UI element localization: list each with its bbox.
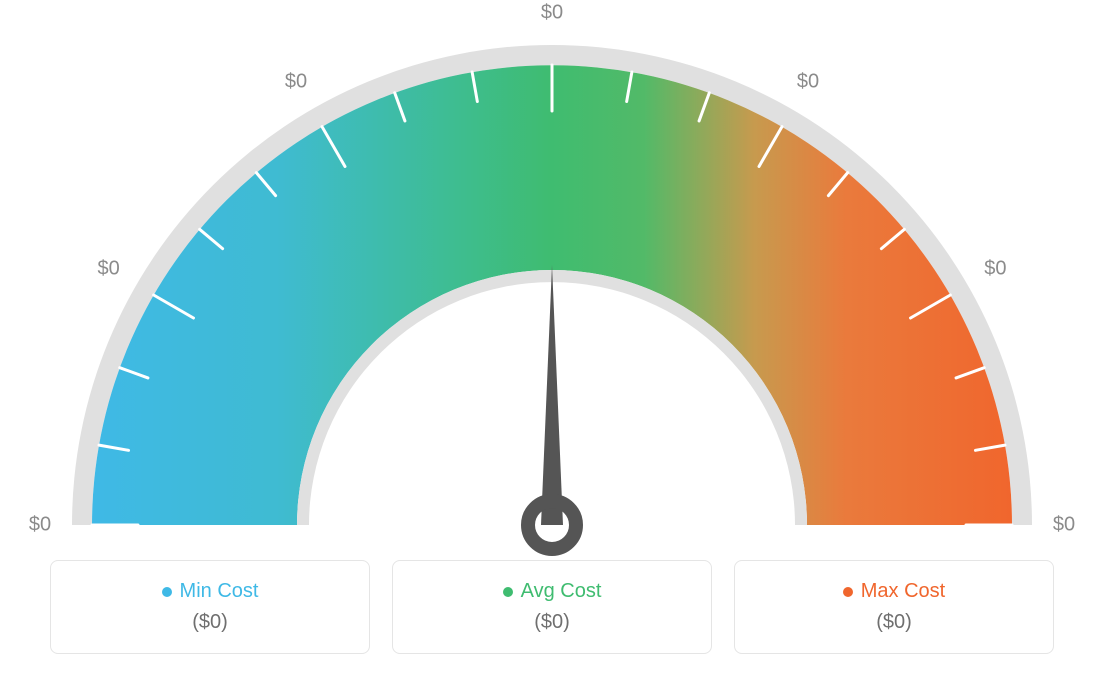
legend-card-min: Min Cost ($0) xyxy=(50,560,370,654)
legend-card-avg: Avg Cost ($0) xyxy=(392,560,712,654)
gauge-area: $0 $0 $0 $0 $0 $0 $0 xyxy=(0,0,1104,560)
legend-label-text-max: Max Cost xyxy=(861,580,945,603)
legend-label-text-avg: Avg Cost xyxy=(521,580,602,603)
gauge-tick-label: $0 xyxy=(97,258,119,281)
legend-label-avg: Avg Cost xyxy=(503,580,602,603)
legend-dot-max xyxy=(843,587,853,597)
gauge-tick-label: $0 xyxy=(984,258,1006,281)
legend-card-max: Max Cost ($0) xyxy=(734,560,1054,654)
legend-dot-min xyxy=(162,587,172,597)
legend-value-min: ($0) xyxy=(192,611,228,634)
legend-label-text-min: Min Cost xyxy=(180,580,259,603)
gauge-tick-label: $0 xyxy=(797,70,819,93)
legend-row: Min Cost ($0) Avg Cost ($0) Max Cost ($0… xyxy=(0,560,1104,654)
legend-value-max: ($0) xyxy=(876,611,912,634)
legend-label-min: Min Cost xyxy=(162,580,259,603)
gauge-tick-label: $0 xyxy=(285,70,307,93)
legend-dot-avg xyxy=(503,587,513,597)
gauge-svg xyxy=(0,0,1104,560)
legend-value-avg: ($0) xyxy=(534,611,570,634)
gauge-tick-label: $0 xyxy=(29,514,51,537)
legend-label-max: Max Cost xyxy=(843,580,945,603)
gauge-chart-container: $0 $0 $0 $0 $0 $0 $0 Min Cost ($0) Avg Cost ($… xyxy=(0,0,1104,690)
gauge-tick-label: $0 xyxy=(541,2,563,25)
gauge-tick-label: $0 xyxy=(1053,514,1075,537)
